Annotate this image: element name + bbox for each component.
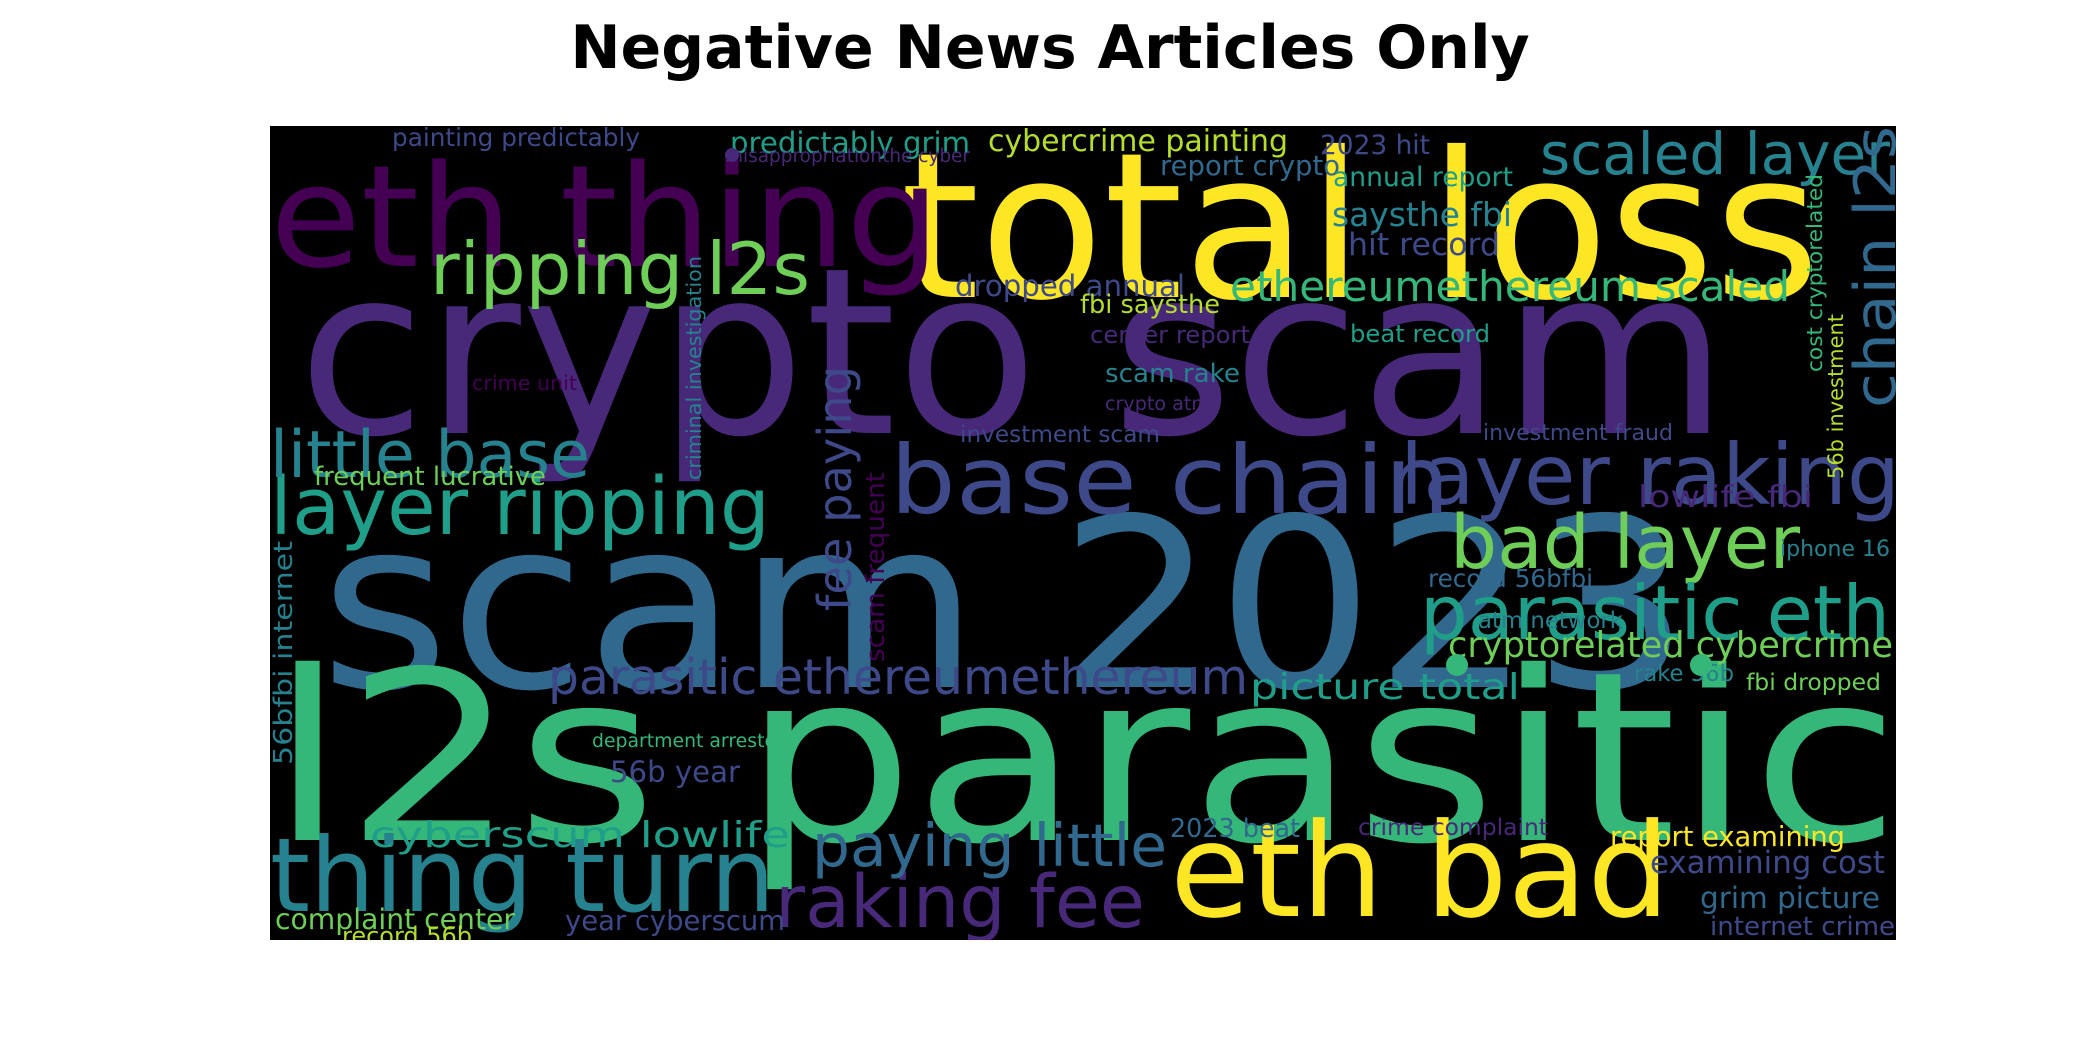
word-eth-thing: eth thing	[270, 136, 940, 300]
period-dot	[1690, 654, 1712, 676]
word-crypto-scam: crypto scam	[298, 218, 1728, 488]
word-56b-investment: 56b investment	[1824, 313, 1848, 479]
word-cloud: crypto scam total loss eth thing scam 20…	[270, 126, 1896, 940]
word-ripping-l2s: ripping l2s	[430, 228, 811, 312]
word-grim-picture: grim picture	[1700, 881, 1880, 915]
word-scam-rake: scam rake	[1105, 359, 1241, 389]
word-2023-hit: 2023 hit	[1320, 130, 1431, 161]
word-frequent-lucrative: frequent lucrative	[314, 462, 546, 492]
word-ethereumethereum-scaled: ethereumethereum scaled	[1230, 262, 1791, 311]
word-fee-paying: fee paying	[808, 365, 862, 611]
word-56b-year: 56b year	[610, 755, 740, 789]
word-predictably-grim: predictably grim	[730, 126, 971, 160]
word-cryptorelated-cybercrime: cryptorelated cybercrime	[1448, 625, 1894, 666]
word-crime-complaint: crime complaint	[1358, 813, 1549, 841]
word-scaled-layer: scaled layer	[1540, 126, 1890, 188]
word-beat-record: beat record	[1350, 319, 1490, 348]
word-thing-turn: thing turn	[270, 817, 775, 936]
word-raking-fee: raking fee	[775, 860, 1146, 940]
word-parasitic-eth: parasitic eth	[1420, 569, 1891, 657]
word-department-arrested: department arrested	[592, 731, 789, 752]
period-dot	[1446, 654, 1468, 676]
word-56bfbi-internet: 56bfbi internet	[270, 540, 299, 765]
word-l2s-parasitic: l2s parasitic	[270, 621, 1896, 896]
word-fbi-saysthe: fbi saysthe	[1080, 290, 1221, 320]
word-paying-little: paying little	[812, 811, 1167, 880]
word-record-56b: record 56b	[342, 922, 472, 940]
period-dot	[725, 148, 739, 162]
word-annual-report: annual report	[1333, 162, 1513, 193]
word-record-56bfbi: record 56bfbi	[1428, 564, 1593, 593]
word-fbi-dropped: fbi dropped	[1746, 668, 1882, 696]
word-rake-56b: rake 56b	[1634, 661, 1734, 687]
word-saysthe-fbi: saysthe fbi	[1332, 195, 1512, 234]
word-investment-scam: investment scam	[960, 421, 1160, 448]
word-report-crypto: report crypto	[1160, 151, 1340, 182]
word-hit-record: hit record	[1348, 227, 1500, 263]
word-report-examining: report examining	[1610, 822, 1846, 853]
word-bad-layer: bad layer	[1450, 499, 1801, 586]
word-internet-crime: internet crime	[1710, 912, 1895, 940]
word-investment-fraud: investment fraud	[1483, 421, 1673, 446]
word-layer-ripping: layer ripping	[270, 461, 770, 553]
word-cyberscum-lowlife: cyberscum lowlife	[370, 815, 790, 856]
word-misappropriationthe-cyber: misappropriationthe cyber	[725, 146, 970, 167]
word-center-report: center report	[1090, 320, 1251, 349]
word-eth-bad: eth bad	[1170, 795, 1670, 940]
word-total-loss: total loss	[900, 126, 1821, 345]
chart-title: Negative News Articles Only	[570, 13, 1530, 83]
word-crypto-atm: crypto atm	[1105, 392, 1210, 415]
word-complaint-center: complaint center	[275, 903, 515, 936]
word-scam-frequent: scam frequent	[861, 471, 891, 662]
word-atm-network: atm network	[1478, 608, 1623, 634]
word-dropped-annual: dropped annual	[955, 269, 1186, 303]
word-picture-total: picture total	[1250, 667, 1521, 708]
word-little-base: little base	[270, 418, 590, 493]
word-crime-unit: crime unit	[472, 371, 578, 395]
word-painting-predictably: painting predictably	[392, 126, 640, 152]
word-layer-raking: layer raking	[1400, 426, 1896, 524]
word-examining-cost: examining cost	[1650, 845, 1886, 881]
word-criminal-investigation: criminal investigation	[682, 255, 706, 480]
word-chain-l2s: chain l2s	[1843, 126, 1896, 408]
word-parasitic-ethereumethereum: parasitic ethereumethereum	[548, 649, 1249, 706]
word-lowlife-fbi: lowlife fbi	[1638, 480, 1813, 515]
word-iphone-16: iphone 16	[1780, 537, 1890, 562]
word-year-cyberscum: year cyberscum	[565, 906, 785, 937]
word-scam-2023: scam 2023	[320, 468, 1690, 743]
word-2023-beat: 2023 beat	[1170, 813, 1301, 843]
word-cybercrime-painting: cybercrime painting	[988, 126, 1289, 159]
word-base-chain: base chain	[890, 426, 1451, 536]
